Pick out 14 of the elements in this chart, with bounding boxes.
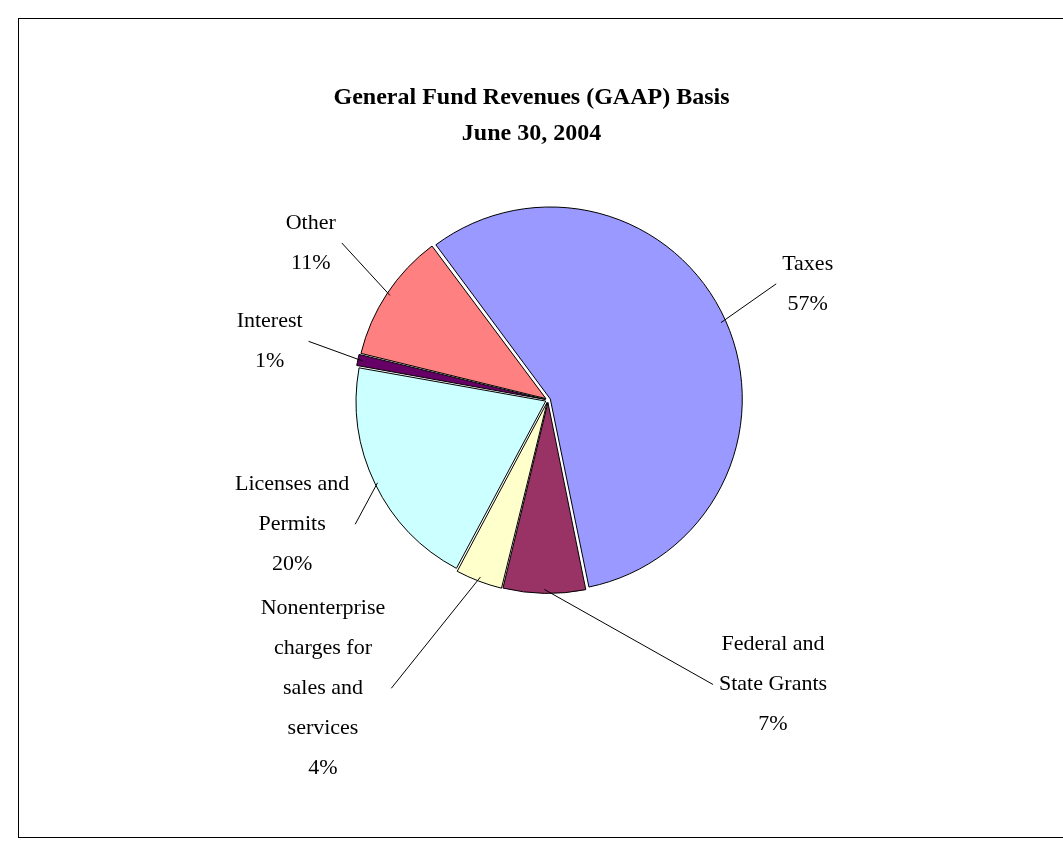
slice-label: Interest — [236, 307, 303, 333]
chart-subtitle: June 30, 2004 — [460, 118, 603, 147]
data-label: 7% — [758, 710, 788, 736]
data-label: 20% — [271, 550, 313, 576]
data-label: 57% — [787, 289, 828, 315]
chart-title: General Fund Revenues (GAAP) Basis — [332, 82, 731, 111]
slice-label: Federal and State Grants — [718, 630, 828, 696]
slice-label: Taxes — [782, 249, 834, 275]
data-label: 4% — [308, 754, 338, 780]
slice-label: Nonenterprise charges for sales and services — [260, 594, 386, 740]
slice-label: Other — [285, 208, 337, 234]
data-label: 1% — [254, 347, 285, 373]
slice-label: Licenses and Permits — [234, 470, 350, 536]
data-label: 11% — [291, 248, 331, 274]
